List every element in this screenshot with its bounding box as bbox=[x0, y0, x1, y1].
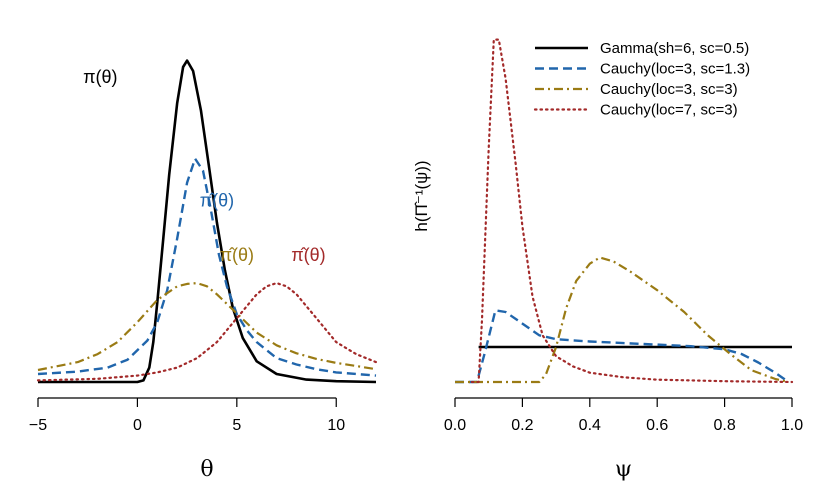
legend-label-cauchy-7-3: Cauchy(loc=7, sc=3) bbox=[600, 102, 738, 119]
right-x-tick-label: 0.2 bbox=[511, 417, 533, 434]
left-x-tick-label: 10 bbox=[327, 417, 345, 434]
left-series-line-dashdot-gold bbox=[37, 282, 377, 372]
left-x-tick-label: 0 bbox=[133, 417, 142, 434]
left-x-tick-label: −5 bbox=[29, 417, 47, 434]
legend-entry-cauchy-3-3: Cauchy(loc=3, sc=3) bbox=[535, 81, 738, 98]
legend-entry-cauchy-7-3: Cauchy(loc=7, sc=3) bbox=[533, 102, 738, 119]
left-x-tick-label: 5 bbox=[232, 417, 241, 434]
legend-entry-cauchy-3-1-3: Cauchy(loc=3, sc=1.3) bbox=[535, 61, 750, 78]
annotation-pi-hat-blue: π̂(θ) bbox=[200, 191, 234, 211]
right-x-tick-label: 0.4 bbox=[579, 417, 601, 434]
right-x-tick-label: 0.8 bbox=[713, 417, 735, 434]
legend: Gamma(sh=6, sc=0.5) Cauchy(loc=3, sc=1.3… bbox=[533, 40, 750, 119]
legend-label-cauchy-3-3: Cauchy(loc=3, sc=3) bbox=[600, 81, 738, 98]
left-series-line-solid-black bbox=[38, 59, 377, 384]
annotation-pi-hat-red: π̂(θ) bbox=[291, 245, 325, 265]
left-annotations: π(θ) π̂(θ) π̂(θ) π̂(θ) bbox=[83, 67, 326, 265]
legend-label-gamma: Gamma(sh=6, sc=0.5) bbox=[600, 40, 749, 57]
left-x-ticks: −5 0 5 10 bbox=[29, 398, 345, 434]
left-series-line-dotted-red bbox=[36, 282, 378, 382]
right-series-line-dotted-red bbox=[470, 38, 794, 384]
right-x-tick-label: 0.6 bbox=[646, 417, 668, 434]
annotation-pi-hat-gold: π̂(θ) bbox=[220, 245, 254, 265]
right-series-group bbox=[455, 38, 794, 384]
legend-entry-gamma: Gamma(sh=6, sc=0.5) bbox=[535, 40, 749, 57]
right-y-axis-title: h(Π̂⁻¹(ψ)) bbox=[412, 160, 431, 231]
annotation-pi-theta: π(θ) bbox=[83, 67, 117, 87]
legend-label-cauchy-3-1-3: Cauchy(loc=3, sc=1.3) bbox=[600, 61, 750, 78]
right-panel: 0.0 0.2 0.4 0.6 0.8 1.0 ψ h(Π̂⁻¹(ψ)) Gamma(sh… bbox=[412, 38, 803, 482]
right-x-tick-label: 1.0 bbox=[781, 417, 803, 434]
left-panel: −5 0 5 10 θ π(θ) π̂(θ) π̂(θ) π̂(θ) bbox=[29, 59, 378, 482]
right-x-tick-label: 0.0 bbox=[444, 417, 466, 434]
right-series-line-dashed-blue bbox=[455, 309, 786, 384]
left-x-axis-title: θ bbox=[200, 457, 213, 482]
right-x-axis-title: ψ bbox=[615, 457, 632, 482]
right-x-ticks: 0.0 0.2 0.4 0.6 0.8 1.0 bbox=[444, 398, 803, 434]
left-series-group bbox=[36, 59, 378, 384]
right-series-line-dashdot-gold bbox=[455, 256, 789, 384]
